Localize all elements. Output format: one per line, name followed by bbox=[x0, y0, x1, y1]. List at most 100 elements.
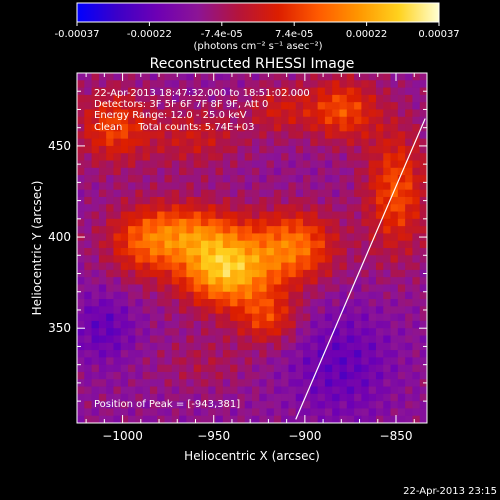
heatmap-cell bbox=[332, 211, 340, 220]
heatmap-cell bbox=[84, 102, 92, 110]
heatmap-cell bbox=[84, 175, 92, 183]
heatmap-cell bbox=[375, 313, 384, 322]
heatmap-cell bbox=[200, 116, 209, 125]
heatmap-cell bbox=[295, 240, 304, 249]
heatmap-cell bbox=[128, 379, 136, 387]
heatmap-cell bbox=[164, 335, 173, 344]
heatmap-cell bbox=[77, 94, 85, 103]
heatmap-cell bbox=[368, 73, 377, 81]
heatmap-cell bbox=[186, 87, 195, 96]
colorbar-tick-label: -0.00037 bbox=[55, 29, 100, 40]
heatmap-cell bbox=[252, 357, 260, 366]
heatmap-cell bbox=[171, 393, 180, 402]
heatmap-cell bbox=[354, 401, 362, 409]
heatmap-cell bbox=[324, 342, 333, 351]
heatmap-cell bbox=[179, 109, 187, 118]
heatmap-cell bbox=[332, 262, 340, 271]
heatmap-cell bbox=[77, 277, 85, 285]
heatmap-cell bbox=[375, 342, 384, 351]
heatmap-cell bbox=[317, 73, 326, 81]
heatmap-cell bbox=[295, 131, 304, 140]
heatmap-cell bbox=[237, 401, 246, 409]
heatmap-cell bbox=[157, 306, 165, 315]
heatmap-cell bbox=[215, 145, 224, 154]
heatmap-cell bbox=[390, 131, 399, 140]
heatmap-cell bbox=[303, 393, 311, 402]
heatmap-cell bbox=[390, 138, 399, 147]
heatmap-cell bbox=[266, 335, 275, 344]
heatmap-cell bbox=[142, 393, 151, 402]
heatmap-cell bbox=[324, 408, 333, 417]
heatmap-cell bbox=[179, 204, 187, 212]
heatmap-cell bbox=[390, 124, 399, 132]
heatmap-cell bbox=[91, 393, 100, 402]
heatmap-cell bbox=[128, 342, 136, 351]
heatmap-cell bbox=[77, 328, 85, 336]
heatmap-cell bbox=[157, 357, 165, 366]
heatmap-cell bbox=[237, 211, 246, 220]
heatmap-cell bbox=[113, 109, 122, 118]
heatmap-cell bbox=[354, 211, 362, 220]
heatmap-cell bbox=[288, 116, 297, 125]
heatmap-cell bbox=[303, 379, 311, 387]
heatmap-cell bbox=[222, 379, 231, 387]
heatmap-cell bbox=[84, 73, 92, 81]
heatmap-cell bbox=[346, 299, 355, 307]
heatmap-cell bbox=[193, 80, 202, 88]
heatmap-cell bbox=[397, 211, 406, 220]
heatmap-cell bbox=[288, 226, 297, 234]
heatmap-cell bbox=[310, 138, 319, 147]
heatmap-cell bbox=[237, 116, 246, 125]
heatmap-cell bbox=[361, 196, 370, 205]
heatmap-cell bbox=[244, 350, 253, 358]
heatmap-cell bbox=[77, 73, 85, 81]
heatmap-cell bbox=[193, 218, 202, 227]
heatmap-cell bbox=[259, 342, 267, 351]
heatmap-cell bbox=[310, 306, 319, 315]
heatmap-cell bbox=[324, 386, 333, 395]
heatmap-cell bbox=[120, 357, 129, 366]
heatmap-cell bbox=[390, 255, 399, 263]
heatmap-cell bbox=[288, 335, 297, 344]
heatmap-cell bbox=[113, 226, 122, 234]
heatmap-cell bbox=[375, 80, 384, 88]
heatmap-cell bbox=[222, 73, 231, 81]
heatmap-cell bbox=[222, 299, 231, 307]
heatmap-cell bbox=[128, 94, 136, 103]
heatmap-cell bbox=[200, 160, 209, 169]
heatmap-cell bbox=[303, 401, 311, 409]
heatmap-cell bbox=[157, 291, 165, 300]
heatmap-cell bbox=[77, 371, 85, 380]
heatmap-cell bbox=[383, 138, 391, 147]
heatmap-cell bbox=[259, 204, 267, 212]
heatmap-cell bbox=[171, 167, 180, 176]
heatmap-cell bbox=[128, 371, 136, 380]
heatmap-cell bbox=[106, 109, 114, 118]
heatmap-cell bbox=[361, 269, 370, 278]
heatmap-cell bbox=[230, 240, 238, 249]
heatmap-cell bbox=[310, 87, 319, 96]
heatmap-cell bbox=[171, 320, 180, 329]
heatmap-cell bbox=[91, 371, 100, 380]
heatmap-cell bbox=[390, 160, 399, 169]
heatmap-cell bbox=[310, 248, 319, 256]
heatmap-cell bbox=[339, 328, 348, 336]
heatmap-cell bbox=[237, 182, 246, 191]
annotation-detectors: Detectors: 3F 5F 6F 7F 8F 9F, Att 0 bbox=[94, 99, 268, 110]
heatmap-cell bbox=[149, 386, 158, 395]
heatmap-cell bbox=[149, 313, 158, 322]
heatmap-cell bbox=[230, 291, 238, 300]
heatmap-cell bbox=[332, 350, 340, 358]
heatmap-cell bbox=[252, 386, 260, 395]
heatmap-cell bbox=[346, 379, 355, 387]
heatmap-cell bbox=[324, 393, 333, 402]
heatmap-cell bbox=[397, 73, 406, 81]
heatmap-cell bbox=[295, 109, 304, 118]
heatmap-cell bbox=[368, 175, 377, 183]
heatmap-cell bbox=[142, 350, 151, 358]
heatmap-cell bbox=[375, 182, 384, 191]
heatmap-cell bbox=[157, 408, 165, 417]
heatmap-cell bbox=[332, 87, 340, 96]
heatmap-cell bbox=[405, 80, 413, 88]
heatmap-cell bbox=[383, 233, 391, 242]
